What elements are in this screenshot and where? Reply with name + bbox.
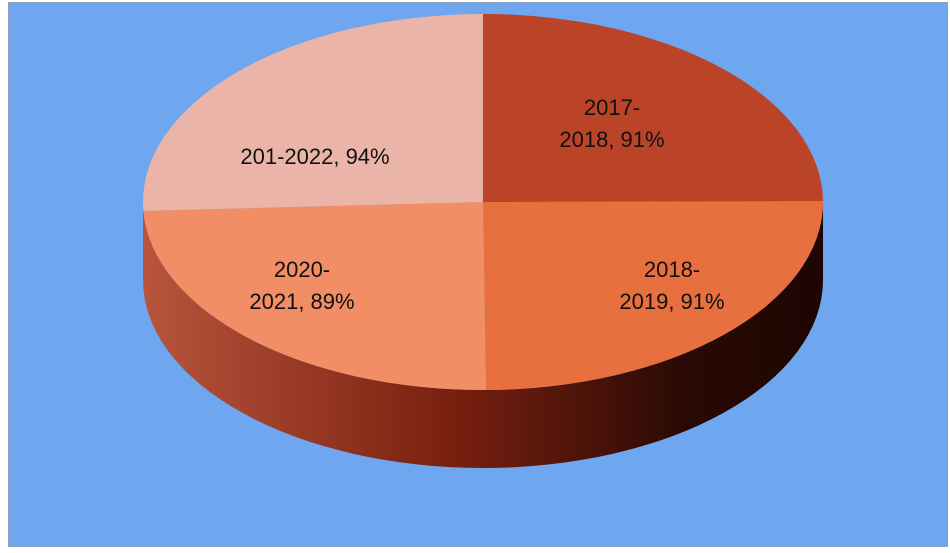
slice-label-line: 2019, 91%: [619, 289, 724, 314]
pie-side-wall: [143, 202, 823, 468]
slice-label-line: 2017-: [584, 95, 640, 120]
pie-side-band: [143, 202, 823, 468]
slice-label-2017-2018: 2017- 2018, 91%: [559, 95, 664, 152]
slice-label-line: 2018, 91%: [559, 127, 664, 152]
slice-label-2018-2019: 2018- 2019, 91%: [619, 257, 724, 314]
pie-slice-201-2022: [142, 14, 483, 211]
pie-slice-2017-2018: [483, 14, 823, 202]
slice-label-line: 201-2022, 94%: [240, 144, 389, 169]
pie-labels: 2017- 2018, 91% 2018- 2019, 91% 2020- 2021, 8…: [240, 95, 724, 314]
slice-label-2020-2021: 2020- 2021, 89%: [249, 257, 354, 314]
pie-slice-2018-2019: [483, 201, 823, 390]
slice-label-line: 2021, 89%: [249, 289, 354, 314]
slice-label-line: 2018-: [644, 257, 700, 282]
slice-label-201-2022: 201-2022, 94%: [240, 144, 389, 169]
pie-slices: [142, 14, 823, 390]
chart-frame: [8, 2, 948, 547]
pie-slice-2020-2021: [143, 202, 486, 390]
slice-label-line: 2020-: [274, 257, 330, 282]
